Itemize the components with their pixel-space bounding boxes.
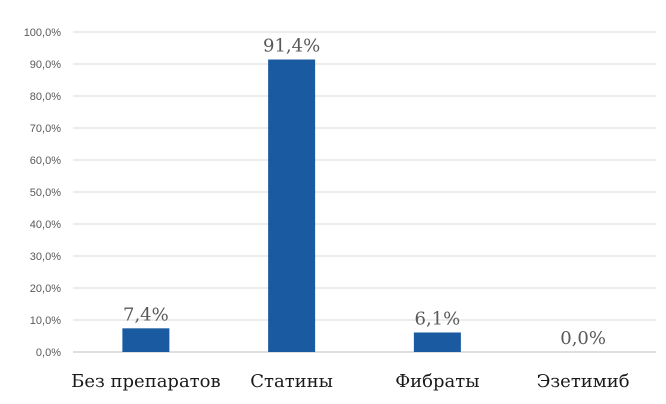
data-labels: 7,4% 91,4% 6,1% 0,0% [123,36,606,349]
y-tick-label: 10,0% [30,315,61,327]
y-tick-label: 100,0% [24,27,62,39]
bar [122,328,170,352]
y-tick-label: 60,0% [30,155,61,167]
y-tick-label: 40,0% [30,219,61,231]
y-tick-label: 50,0% [30,187,61,199]
y-axis-tick-labels: 0,0% 10,0% 20,0% 30,0% 40,0% 50,0% 60,0% 70,0% 8… [24,27,62,359]
bars [122,59,461,353]
bar [413,332,461,352]
data-label: 6,1% [415,308,461,329]
y-tick-label: 70,0% [30,123,61,135]
x-axis-category-labels: Без препаратов Статины Фибраты Эзетимиб [71,371,630,392]
y-tick-label: 20,0% [30,283,61,295]
category-label: Статины [250,371,333,392]
data-label: 91,4% [263,36,320,57]
gridlines [73,31,656,353]
category-label: Без препаратов [71,371,221,392]
y-tick-label: 30,0% [30,251,61,263]
bar [268,59,316,353]
y-tick-label: 0,0% [36,347,61,359]
data-label: 7,4% [123,304,169,325]
category-label: Эзетимиб [537,371,630,392]
y-tick-label: 80,0% [30,91,61,103]
y-tick-label: 90,0% [30,59,61,71]
category-label: Фибраты [395,371,479,392]
data-label: 0,0% [560,328,606,349]
